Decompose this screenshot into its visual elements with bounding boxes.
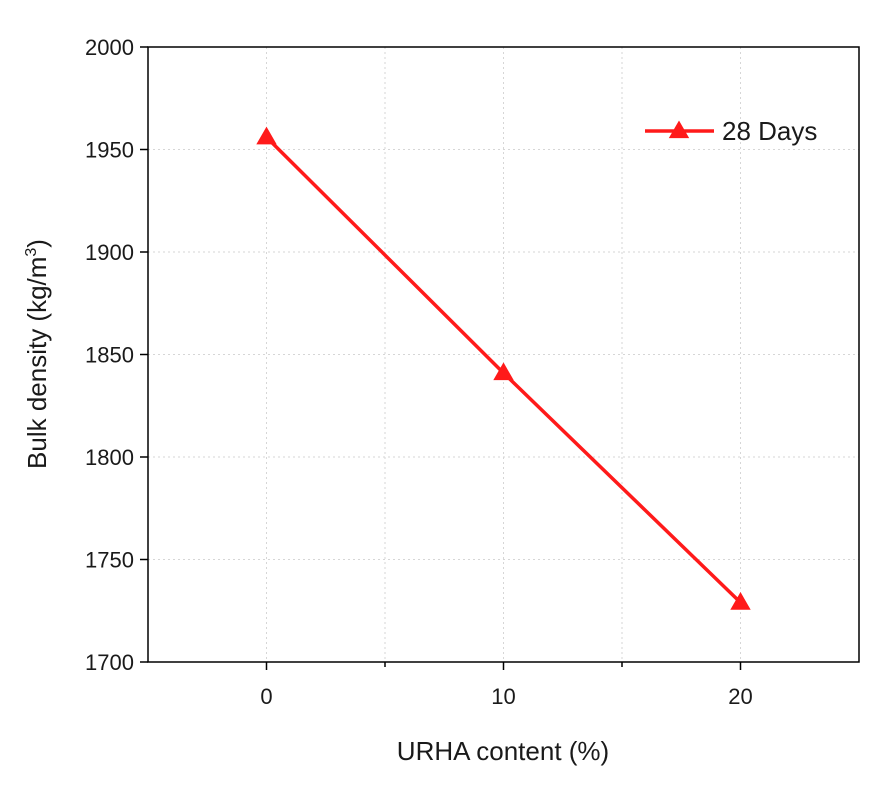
x-tick-label: 0: [260, 684, 272, 709]
grid: [148, 47, 859, 662]
y-tick-label: 1750: [85, 548, 134, 573]
data-point-marker: [256, 126, 277, 145]
y-tick-label: 1700: [85, 650, 134, 675]
series-layer: [256, 126, 751, 610]
y-tick-label: 1850: [85, 343, 134, 368]
y-tick-label: 1800: [85, 445, 134, 470]
y-tick-label: 2000: [85, 35, 134, 60]
legend: 28 Days: [645, 116, 817, 146]
y-axis-label: Bulk density (kg/m3): [22, 239, 52, 469]
legend-marker: [668, 120, 690, 139]
y-axis-label-main: Bulk density (kg/m: [22, 257, 52, 469]
data-point-marker: [493, 362, 514, 381]
y-tick-label: 1950: [85, 138, 134, 163]
y-axis-label-superscript: 3: [23, 248, 40, 257]
x-tick-label: 20: [728, 684, 752, 709]
data-point-marker: [730, 592, 751, 610]
x-tick-label: 10: [491, 684, 515, 709]
ticks: 1700 1750 1800 1850 1900 1950 2000 0 10 20: [85, 35, 753, 709]
y-axis-label-end: ): [22, 239, 52, 248]
y-tick-label: 1900: [85, 240, 134, 265]
legend-label: 28 Days: [722, 116, 817, 146]
x-axis-label: URHA content (%): [397, 736, 609, 766]
